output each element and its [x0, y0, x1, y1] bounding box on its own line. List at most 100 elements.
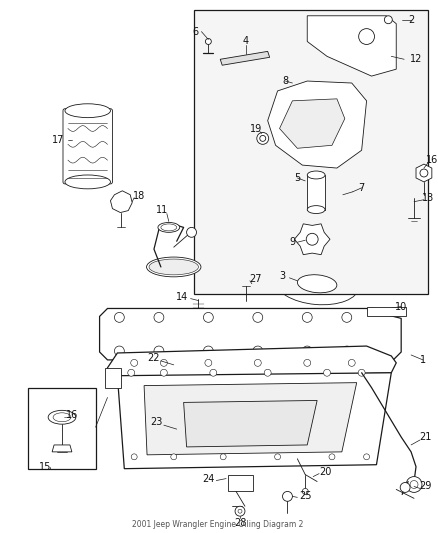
Polygon shape: [220, 51, 270, 65]
Ellipse shape: [307, 171, 325, 179]
Ellipse shape: [149, 259, 198, 275]
Text: 17: 17: [52, 135, 64, 146]
Text: 2001 Jeep Wrangler Engine Oiling Diagram 2: 2001 Jeep Wrangler Engine Oiling Diagram…: [131, 520, 303, 529]
Circle shape: [205, 359, 212, 366]
Ellipse shape: [158, 222, 180, 232]
Text: 28: 28: [234, 518, 246, 528]
Ellipse shape: [48, 410, 76, 424]
Circle shape: [304, 359, 311, 366]
Polygon shape: [99, 309, 401, 360]
Text: 13: 13: [422, 193, 434, 203]
Circle shape: [359, 29, 374, 44]
Circle shape: [257, 133, 268, 144]
Polygon shape: [194, 10, 428, 294]
Circle shape: [203, 346, 213, 356]
Circle shape: [283, 491, 293, 502]
Polygon shape: [367, 306, 406, 317]
Polygon shape: [307, 16, 396, 76]
Polygon shape: [184, 400, 317, 447]
Circle shape: [253, 346, 263, 356]
Text: 12: 12: [410, 54, 422, 64]
Polygon shape: [117, 373, 391, 469]
Text: 21: 21: [420, 432, 432, 442]
Text: 23: 23: [151, 417, 163, 427]
Circle shape: [254, 359, 261, 366]
Circle shape: [187, 228, 197, 237]
Circle shape: [329, 454, 335, 460]
Circle shape: [400, 482, 410, 492]
Circle shape: [420, 169, 428, 177]
Text: 1: 1: [420, 355, 426, 365]
Polygon shape: [105, 368, 121, 387]
Circle shape: [235, 506, 245, 516]
Circle shape: [260, 135, 266, 141]
Circle shape: [114, 346, 124, 356]
Circle shape: [302, 346, 312, 356]
Polygon shape: [110, 191, 132, 213]
Text: 15: 15: [39, 462, 51, 472]
Circle shape: [275, 454, 281, 460]
Ellipse shape: [297, 274, 337, 293]
Circle shape: [114, 312, 124, 322]
Circle shape: [302, 312, 312, 322]
Circle shape: [302, 488, 308, 495]
Circle shape: [220, 454, 226, 460]
Circle shape: [238, 509, 242, 513]
Circle shape: [154, 346, 164, 356]
Polygon shape: [416, 164, 432, 182]
Text: 14: 14: [176, 292, 188, 302]
FancyBboxPatch shape: [63, 109, 113, 184]
Circle shape: [306, 233, 318, 245]
Ellipse shape: [65, 104, 110, 118]
Polygon shape: [268, 81, 367, 168]
Text: 7: 7: [359, 183, 365, 193]
Polygon shape: [294, 224, 330, 255]
Text: 8: 8: [283, 76, 289, 86]
Ellipse shape: [65, 175, 110, 189]
Circle shape: [342, 346, 352, 356]
Circle shape: [160, 359, 167, 366]
Ellipse shape: [275, 263, 359, 305]
Circle shape: [410, 481, 418, 488]
Ellipse shape: [147, 257, 201, 277]
Text: 16: 16: [426, 155, 438, 165]
Polygon shape: [307, 175, 325, 209]
Text: 9: 9: [290, 237, 296, 247]
Circle shape: [264, 369, 271, 376]
Circle shape: [160, 369, 167, 376]
Text: 5: 5: [294, 173, 300, 183]
Circle shape: [171, 454, 177, 460]
Bar: [28, 387, 95, 469]
Text: 22: 22: [148, 353, 160, 363]
Text: 4: 4: [243, 36, 249, 46]
Circle shape: [342, 312, 352, 322]
Text: 6: 6: [192, 27, 198, 37]
Circle shape: [154, 312, 164, 322]
Ellipse shape: [161, 224, 177, 231]
Text: 24: 24: [202, 473, 215, 483]
Text: 10: 10: [395, 302, 407, 311]
Circle shape: [205, 38, 211, 44]
Text: 29: 29: [420, 481, 432, 491]
Ellipse shape: [307, 206, 325, 214]
Circle shape: [210, 369, 217, 376]
Text: 27: 27: [250, 274, 262, 284]
Circle shape: [385, 16, 392, 23]
Text: 25: 25: [299, 491, 311, 502]
Ellipse shape: [53, 413, 71, 422]
Circle shape: [324, 369, 331, 376]
Text: 2: 2: [408, 15, 414, 25]
Circle shape: [358, 369, 365, 376]
Circle shape: [348, 359, 355, 366]
Text: 16: 16: [66, 410, 78, 421]
Circle shape: [406, 477, 422, 492]
Text: 18: 18: [133, 191, 145, 201]
Polygon shape: [144, 383, 357, 455]
Circle shape: [364, 454, 370, 460]
Text: 20: 20: [319, 467, 331, 477]
Circle shape: [131, 359, 138, 366]
Circle shape: [253, 312, 263, 322]
Circle shape: [131, 454, 137, 460]
Polygon shape: [52, 445, 72, 452]
Text: 11: 11: [156, 205, 168, 215]
